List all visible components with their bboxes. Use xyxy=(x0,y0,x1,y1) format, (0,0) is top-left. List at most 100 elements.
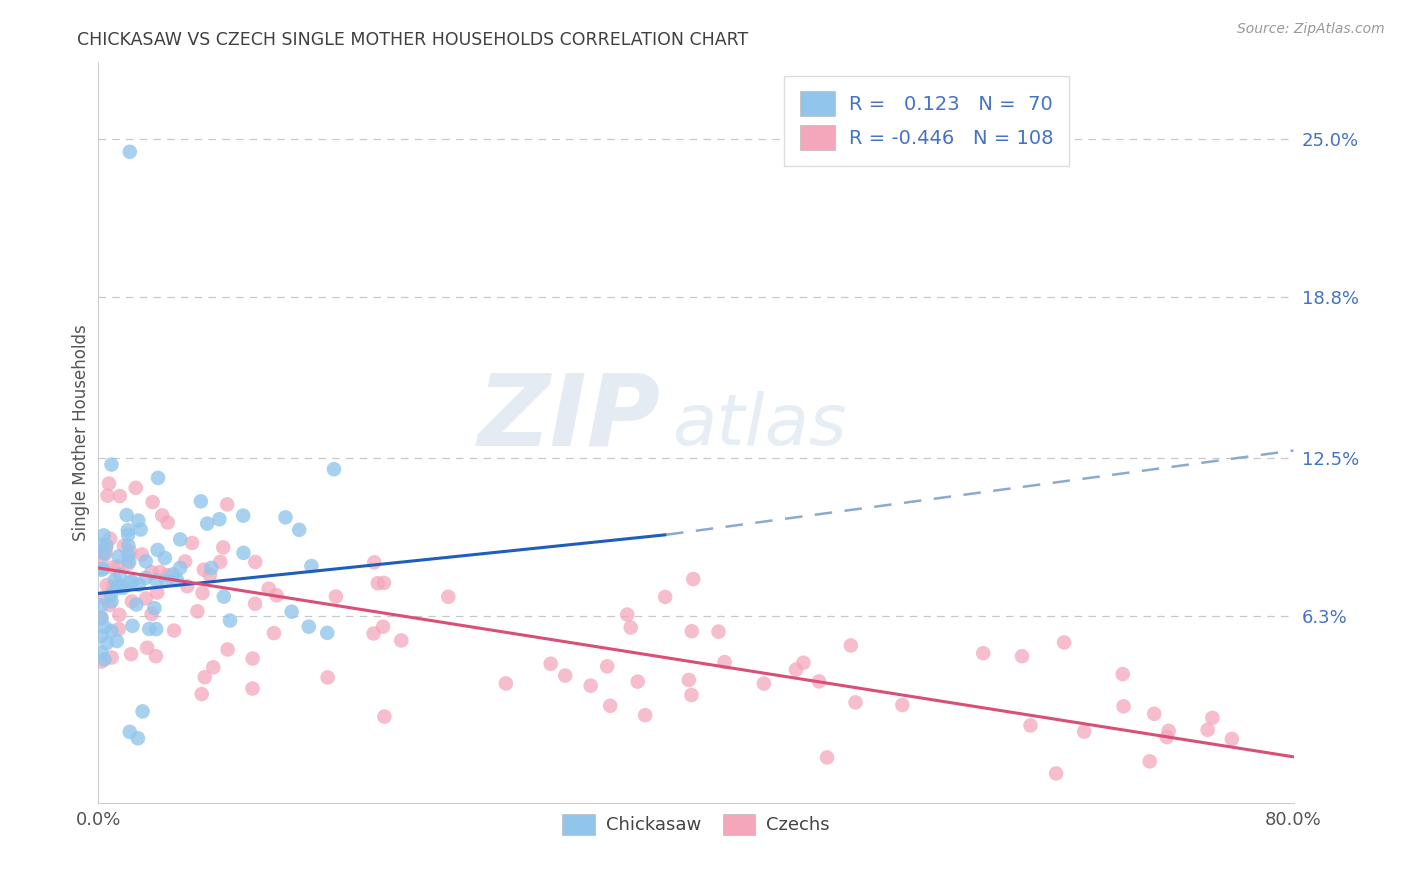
Point xyxy=(96,578,118,592)
Point xyxy=(162,567,184,582)
Point xyxy=(752,676,775,690)
Point xyxy=(146,585,169,599)
Point xyxy=(839,639,862,653)
Point xyxy=(117,557,139,571)
Point xyxy=(1157,723,1180,738)
Point xyxy=(141,607,163,621)
Point xyxy=(117,538,139,552)
Point xyxy=(96,636,118,650)
Point xyxy=(118,554,141,568)
Point xyxy=(194,670,217,684)
Point xyxy=(166,573,188,587)
Point xyxy=(91,550,114,565)
Point xyxy=(176,579,198,593)
Point xyxy=(815,750,838,764)
Point xyxy=(219,614,242,628)
Point xyxy=(121,574,143,589)
Point xyxy=(105,581,128,595)
Point xyxy=(100,594,122,608)
Point xyxy=(117,523,139,537)
Point xyxy=(371,620,394,634)
Point xyxy=(138,622,160,636)
Point xyxy=(1201,711,1223,725)
Point xyxy=(90,563,112,577)
Point xyxy=(389,633,412,648)
Point xyxy=(91,562,114,576)
Point xyxy=(681,624,703,639)
Point xyxy=(120,647,142,661)
Point xyxy=(1053,635,1076,649)
Point xyxy=(131,705,153,719)
Text: CHICKASAW VS CZECH SINGLE MOTHER HOUSEHOLDS CORRELATION CHART: CHICKASAW VS CZECH SINGLE MOTHER HOUSEHO… xyxy=(77,31,748,49)
Point xyxy=(105,634,128,648)
Point xyxy=(263,626,285,640)
Point xyxy=(634,708,657,723)
Point xyxy=(785,663,807,677)
Point xyxy=(280,605,302,619)
Point xyxy=(190,494,212,508)
Point xyxy=(972,646,994,660)
Point xyxy=(1197,723,1219,737)
Point xyxy=(363,555,385,569)
Point xyxy=(325,590,347,604)
Point xyxy=(121,594,143,608)
Point xyxy=(98,476,121,491)
Point xyxy=(103,560,125,574)
Point xyxy=(209,555,232,569)
Point xyxy=(117,549,139,563)
Text: atlas: atlas xyxy=(672,391,846,459)
Point xyxy=(844,695,866,709)
Point xyxy=(100,624,122,638)
Point xyxy=(190,687,212,701)
Point xyxy=(90,611,112,625)
Point xyxy=(316,670,339,684)
Point xyxy=(245,555,267,569)
Point xyxy=(266,588,288,602)
Point xyxy=(198,568,221,582)
Point xyxy=(495,676,517,690)
Point xyxy=(212,590,235,604)
Point xyxy=(153,551,176,566)
Point xyxy=(169,533,191,547)
Point xyxy=(540,657,562,671)
Point xyxy=(118,145,141,159)
Point xyxy=(149,565,172,579)
Legend: Chickasaw, Czechs: Chickasaw, Czechs xyxy=(555,806,837,842)
Point xyxy=(112,539,135,553)
Point xyxy=(146,471,169,485)
Point xyxy=(131,548,153,562)
Point xyxy=(135,571,157,585)
Y-axis label: Single Mother Households: Single Mother Households xyxy=(72,325,90,541)
Point xyxy=(90,655,112,669)
Point xyxy=(96,489,118,503)
Point xyxy=(120,545,142,559)
Point xyxy=(212,541,235,555)
Point xyxy=(1019,718,1042,732)
Point xyxy=(90,610,112,624)
Point xyxy=(107,559,129,574)
Point xyxy=(191,586,214,600)
Point xyxy=(707,624,730,639)
Point xyxy=(891,698,914,712)
Point xyxy=(792,656,814,670)
Point xyxy=(145,649,167,664)
Point xyxy=(596,659,619,673)
Point xyxy=(117,527,139,541)
Point xyxy=(142,495,165,509)
Point xyxy=(217,497,239,511)
Point xyxy=(150,508,173,523)
Point xyxy=(100,588,122,602)
Point xyxy=(156,516,179,530)
Point xyxy=(100,458,122,472)
Point xyxy=(681,688,703,702)
Point xyxy=(136,640,159,655)
Point xyxy=(103,580,125,594)
Point xyxy=(115,508,138,522)
Point xyxy=(155,574,177,588)
Point xyxy=(1220,731,1243,746)
Text: Source: ZipAtlas.com: Source: ZipAtlas.com xyxy=(1237,22,1385,37)
Point xyxy=(98,598,121,612)
Point xyxy=(90,629,112,643)
Point xyxy=(94,546,117,560)
Point xyxy=(367,576,389,591)
